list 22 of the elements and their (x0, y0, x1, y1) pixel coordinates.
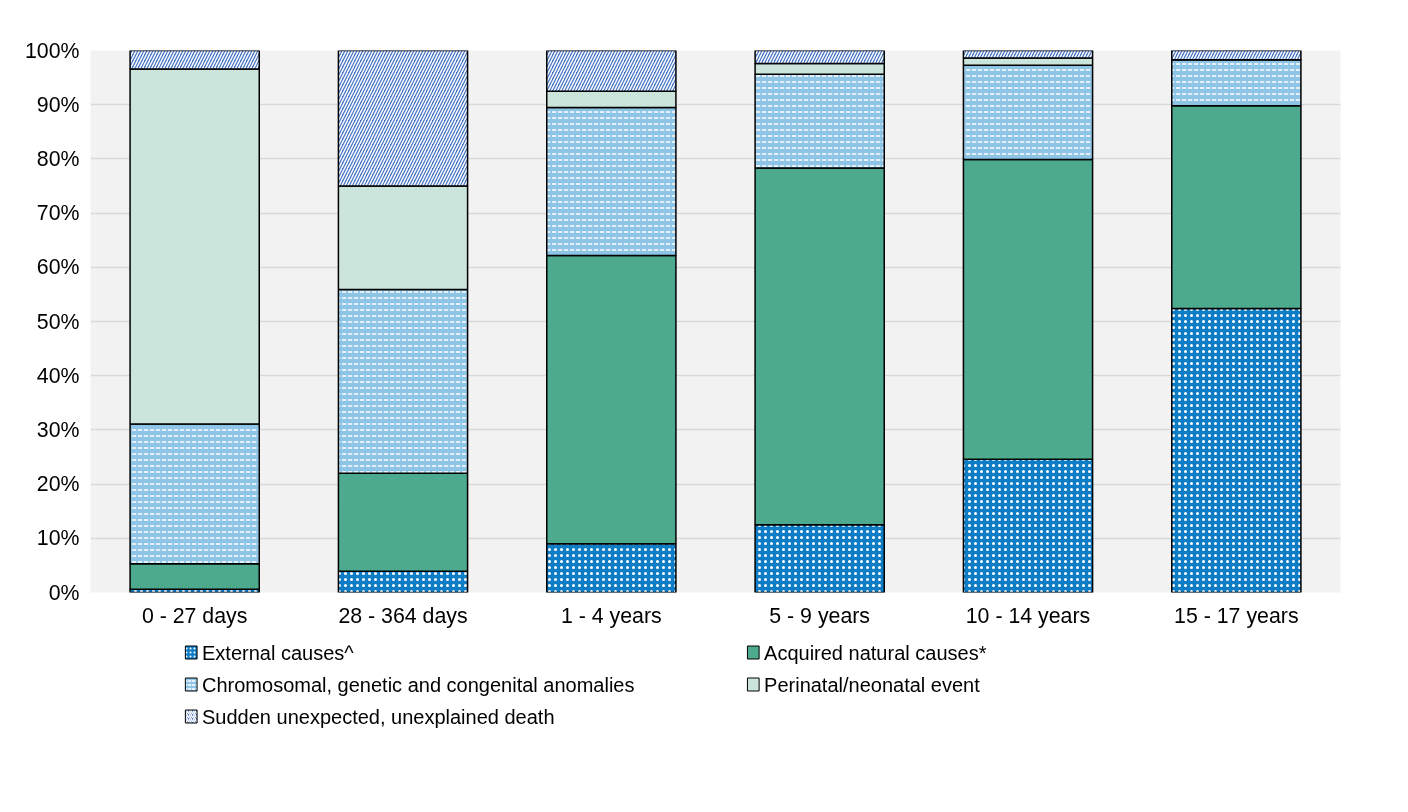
x-tick-label: 15 - 17 years (1174, 603, 1299, 628)
y-tick-label: 30% (36, 417, 80, 442)
y-tick-label: 100% (24, 38, 80, 63)
x-tick-label: 28 - 364 days (338, 603, 468, 628)
y-tick-label: 20% (36, 472, 80, 497)
y-tick-label: 60% (36, 255, 80, 280)
y-tick-label: 70% (36, 201, 80, 226)
y-tick-label: 90% (36, 92, 80, 117)
y-tick-label: 40% (36, 363, 80, 388)
x-tick-label: 10 - 14 years (965, 603, 1091, 628)
legend-label: Perinatal/neonatal event (764, 673, 981, 696)
legend-label: Sudden unexpected, unexplained death (202, 705, 555, 728)
x-tick-label: 5 - 9 years (769, 603, 871, 628)
x-tick-label: 0 - 27 days (141, 603, 248, 628)
legend-label: External causes^ (202, 641, 355, 664)
x-tick-label: 1 - 4 years (560, 603, 662, 628)
y-tick-label: 50% (36, 309, 80, 334)
legend-label: Acquired natural causes* (764, 641, 987, 664)
y-tick-label: 0% (48, 580, 80, 605)
legend-label: Chromosomal, genetic and congenital anomalies (202, 673, 635, 696)
y-tick-label: 10% (36, 526, 80, 551)
y-tick-label: 80% (36, 146, 80, 171)
